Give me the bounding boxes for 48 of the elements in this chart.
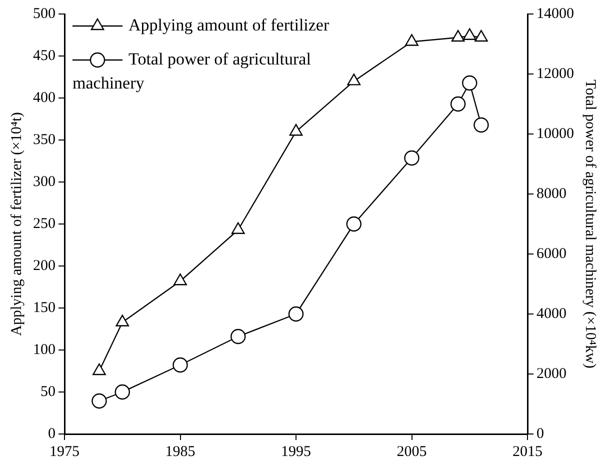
y2-tick-label: 14000	[536, 6, 574, 22]
y-tick-label: 450	[33, 48, 56, 64]
y-tick-label: 150	[33, 300, 56, 316]
point	[451, 30, 465, 42]
legend-label: Applying amount of fertilizer	[128, 15, 330, 34]
y-tick-label: 200	[33, 258, 56, 274]
point	[474, 30, 488, 42]
point	[474, 117, 489, 133]
point	[347, 74, 361, 86]
y2-tick-label: 4000	[536, 306, 566, 322]
point	[172, 357, 188, 373]
y-tick-label: 50	[40, 384, 56, 400]
y2-tick-label: 0	[536, 426, 544, 442]
x-tick-label: 1995	[281, 444, 311, 460]
y-tick-label: 500	[33, 6, 56, 22]
y2-tick-label: 10000	[536, 126, 574, 142]
y2-tick-label: 8000	[536, 186, 566, 202]
point	[450, 96, 466, 112]
point	[92, 393, 107, 409]
point	[462, 75, 478, 91]
x-tick-label: 2015	[512, 444, 542, 460]
y-tick-label: 100	[33, 342, 56, 358]
y-axis-title: Applying amount of fertilizer (×10⁴t)	[8, 112, 25, 336]
y2-tick-label: 6000	[536, 246, 566, 262]
x-tick-label: 1985	[165, 444, 196, 460]
point	[289, 124, 303, 136]
point	[405, 34, 418, 46]
y-tick-label: 300	[33, 174, 56, 190]
y2-tick-label: 12000	[536, 66, 574, 82]
y-tick-label: 400	[33, 90, 56, 106]
point	[92, 363, 106, 376]
point	[346, 216, 362, 232]
y-tick-label: 250	[33, 216, 56, 232]
point	[114, 384, 130, 400]
point	[231, 222, 245, 234]
point	[462, 28, 476, 40]
point	[230, 328, 246, 344]
y-tick-label: 350	[33, 132, 56, 148]
point	[174, 274, 187, 286]
x-tick-label: 1975	[50, 444, 80, 460]
y2-axis-title: Total power of agricultural machinery (×10⁴kw)	[582, 80, 598, 368]
y2-tick-label: 2000	[536, 366, 566, 382]
x-tick-label: 2005	[396, 444, 427, 460]
point	[116, 314, 130, 326]
y-tick-label: 0	[48, 426, 56, 442]
point	[288, 306, 304, 322]
legend-label: Total power of agricultural machinery	[72, 49, 312, 92]
point	[404, 150, 420, 166]
